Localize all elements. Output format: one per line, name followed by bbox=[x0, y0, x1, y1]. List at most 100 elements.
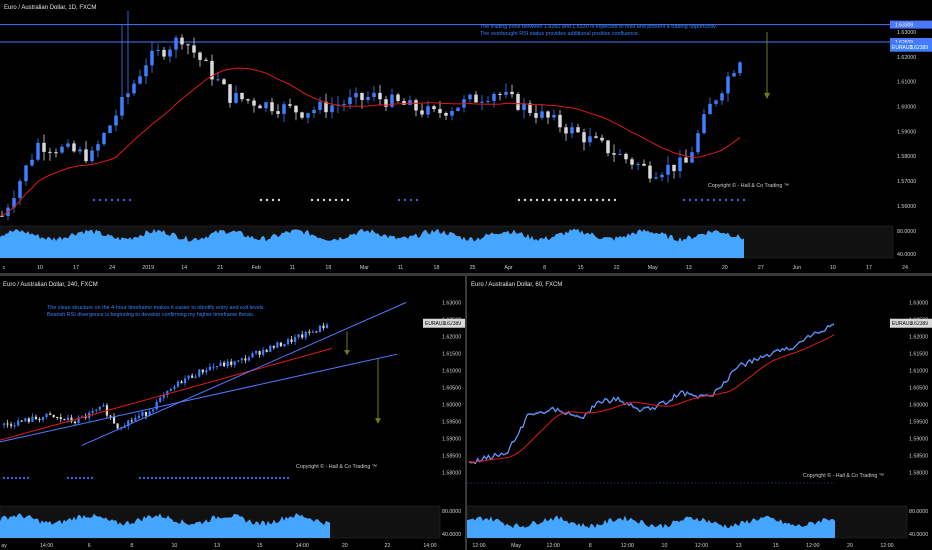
daily-last-price-tag-symbol: EURAUD bbox=[892, 45, 914, 51]
hourly-chart-panel[interactable]: Euro / Australian Dollar, 60, FXCM EURAUD… bbox=[467, 276, 932, 550]
y-axis-tick-label: 1.62000 bbox=[909, 335, 928, 341]
four-hour-candle-body bbox=[254, 351, 258, 354]
daily-candles bbox=[0, 10, 742, 221]
four-hour-last-price-tag-symbol: EURAUD bbox=[425, 321, 447, 327]
daily-signal-dot bbox=[547, 198, 551, 202]
x-axis-tick-label: 12:00 bbox=[806, 543, 819, 549]
x-axis-tick-label: 17 bbox=[866, 265, 872, 271]
x-axis-tick-label: May bbox=[511, 543, 521, 549]
four-hour-candle-body bbox=[6, 423, 9, 425]
daily-candle-body bbox=[552, 114, 556, 118]
daily-candle-body bbox=[522, 103, 526, 110]
four-hour-signal-dot bbox=[238, 476, 242, 480]
daily-chart-panel[interactable]: Euro / Australian Dollar, 1D, FXCM The tr… bbox=[0, 0, 932, 272]
y-axis-tick-label: 1.63000 bbox=[442, 301, 461, 307]
four-hour-candle-body bbox=[34, 416, 38, 420]
four-hour-signal-dot bbox=[242, 476, 246, 480]
daily-signal-dot bbox=[529, 198, 533, 202]
down-arrow-head bbox=[344, 350, 350, 356]
daily-candle-body bbox=[720, 93, 724, 101]
four-hour-candle-body bbox=[205, 370, 208, 373]
y-axis-tick-label: 1.58000 bbox=[442, 471, 461, 477]
four-hour-signal-dot bbox=[2, 476, 6, 480]
x-axis-tick-label: 15 bbox=[578, 265, 584, 271]
y-axis-tick-label: 1.60000 bbox=[897, 105, 916, 111]
daily-signal-dot bbox=[706, 198, 710, 202]
four-hour-candle-body bbox=[198, 369, 201, 377]
four-hour-candle-body bbox=[38, 419, 41, 421]
four-hour-candle-body bbox=[294, 337, 297, 343]
y-axis-tick-label: 1.61500 bbox=[909, 352, 928, 358]
four-hour-signal-dot bbox=[258, 476, 262, 480]
daily-candle-body bbox=[426, 106, 430, 115]
horizontal-divider bbox=[0, 273, 932, 276]
daily-candle-body bbox=[672, 164, 676, 172]
daily-signal-dot bbox=[310, 198, 314, 202]
daily-candle-body bbox=[438, 109, 442, 114]
daily-candle-body bbox=[624, 153, 628, 160]
four-hour-candle-body bbox=[173, 386, 176, 389]
x-axis-tick-label: 6 bbox=[88, 543, 91, 549]
x-axis-tick-label: 15 bbox=[773, 543, 779, 549]
four-hour-signal-dot bbox=[10, 476, 14, 480]
daily-candle-body bbox=[120, 97, 124, 116]
daily-candle-body bbox=[402, 100, 406, 105]
daily-candle-body bbox=[216, 79, 220, 81]
daily-candle-body bbox=[432, 106, 436, 110]
daily-candle-body bbox=[360, 93, 364, 100]
daily-candle-body bbox=[318, 101, 322, 110]
y-axis-tick-label: 1.57000 bbox=[897, 179, 916, 185]
x-axis-tick-label: 14:00 bbox=[40, 543, 53, 549]
four-hour-candle-body bbox=[176, 381, 180, 387]
x-axis-tick-label: Jun bbox=[793, 265, 802, 271]
y-axis-tick-label: 1.60500 bbox=[442, 386, 461, 392]
four-hour-candle-body bbox=[187, 375, 190, 379]
x-axis-tick-label: 11 bbox=[290, 265, 296, 271]
hourly-chart[interactable]: Euro / Australian Dollar, 60, FXCM EURAUD… bbox=[467, 276, 932, 550]
chart-title: Euro / Australian Dollar, 240, FXCM bbox=[3, 282, 98, 288]
daily-signal-dot bbox=[98, 198, 102, 202]
daily-candle-body bbox=[456, 107, 460, 112]
y-axis-tick-label: 1.59000 bbox=[442, 437, 461, 443]
daily-candle-body bbox=[732, 73, 736, 77]
daily-signal-dot bbox=[397, 198, 401, 202]
four-hour-signal-dot bbox=[218, 476, 222, 480]
daily-candle-body bbox=[108, 125, 112, 133]
four-hour-signal-dot bbox=[138, 476, 142, 480]
four-hour-signal-dot bbox=[250, 476, 254, 480]
annotation-line: The clean structure on the 4-hour timefr… bbox=[47, 305, 265, 311]
x-axis-tick-label: ay bbox=[1, 543, 7, 549]
daily-signal-dot bbox=[595, 198, 599, 202]
four-hour-candle-body bbox=[251, 353, 254, 358]
daily-candle-body bbox=[72, 143, 76, 152]
four-hour-signal-dot bbox=[202, 476, 206, 480]
four-hour-candle-body bbox=[155, 401, 158, 410]
trend-line-upper bbox=[81, 302, 407, 446]
y-axis-tick-label: 1.59500 bbox=[442, 420, 461, 426]
four-hour-candle-body bbox=[13, 425, 16, 427]
four-hour-signal-dot bbox=[70, 476, 74, 480]
y-axis-tick-label: 1.62000 bbox=[442, 335, 461, 341]
rsi-tick-label: 80.0000 bbox=[909, 509, 928, 515]
daily-candle-body bbox=[492, 93, 496, 101]
four-hour-chart-panel[interactable]: Euro / Australian Dollar, 240, FXCM The c… bbox=[0, 276, 465, 550]
four-hour-candle-body bbox=[109, 415, 112, 417]
hourly-rsi-area bbox=[467, 515, 835, 538]
four-hour-signal-dot bbox=[210, 476, 214, 480]
four-hour-candle-body bbox=[315, 331, 318, 333]
daily-candle-body bbox=[18, 181, 22, 199]
x-axis-tick-label: 22 bbox=[614, 265, 620, 271]
daily-chart[interactable]: Euro / Australian Dollar, 1D, FXCM The tr… bbox=[0, 0, 932, 272]
daily-signal-dot bbox=[409, 198, 413, 202]
y-axis-tick-label: 1.58000 bbox=[909, 471, 928, 477]
down-arrow-head bbox=[764, 92, 770, 100]
daily-candle-body bbox=[420, 110, 424, 115]
four-hour-candle-body bbox=[276, 342, 279, 348]
four-hour-chart[interactable]: Euro / Australian Dollar, 240, FXCM The c… bbox=[0, 276, 465, 550]
y-axis-tick-label: 1.63000 bbox=[897, 30, 916, 36]
y-axis-tick-label: 1.59500 bbox=[909, 420, 928, 426]
four-hour-candle-body bbox=[127, 420, 130, 427]
daily-candle-body bbox=[54, 152, 58, 154]
daily-candle-body bbox=[702, 114, 706, 134]
daily-candle-body bbox=[390, 94, 394, 107]
